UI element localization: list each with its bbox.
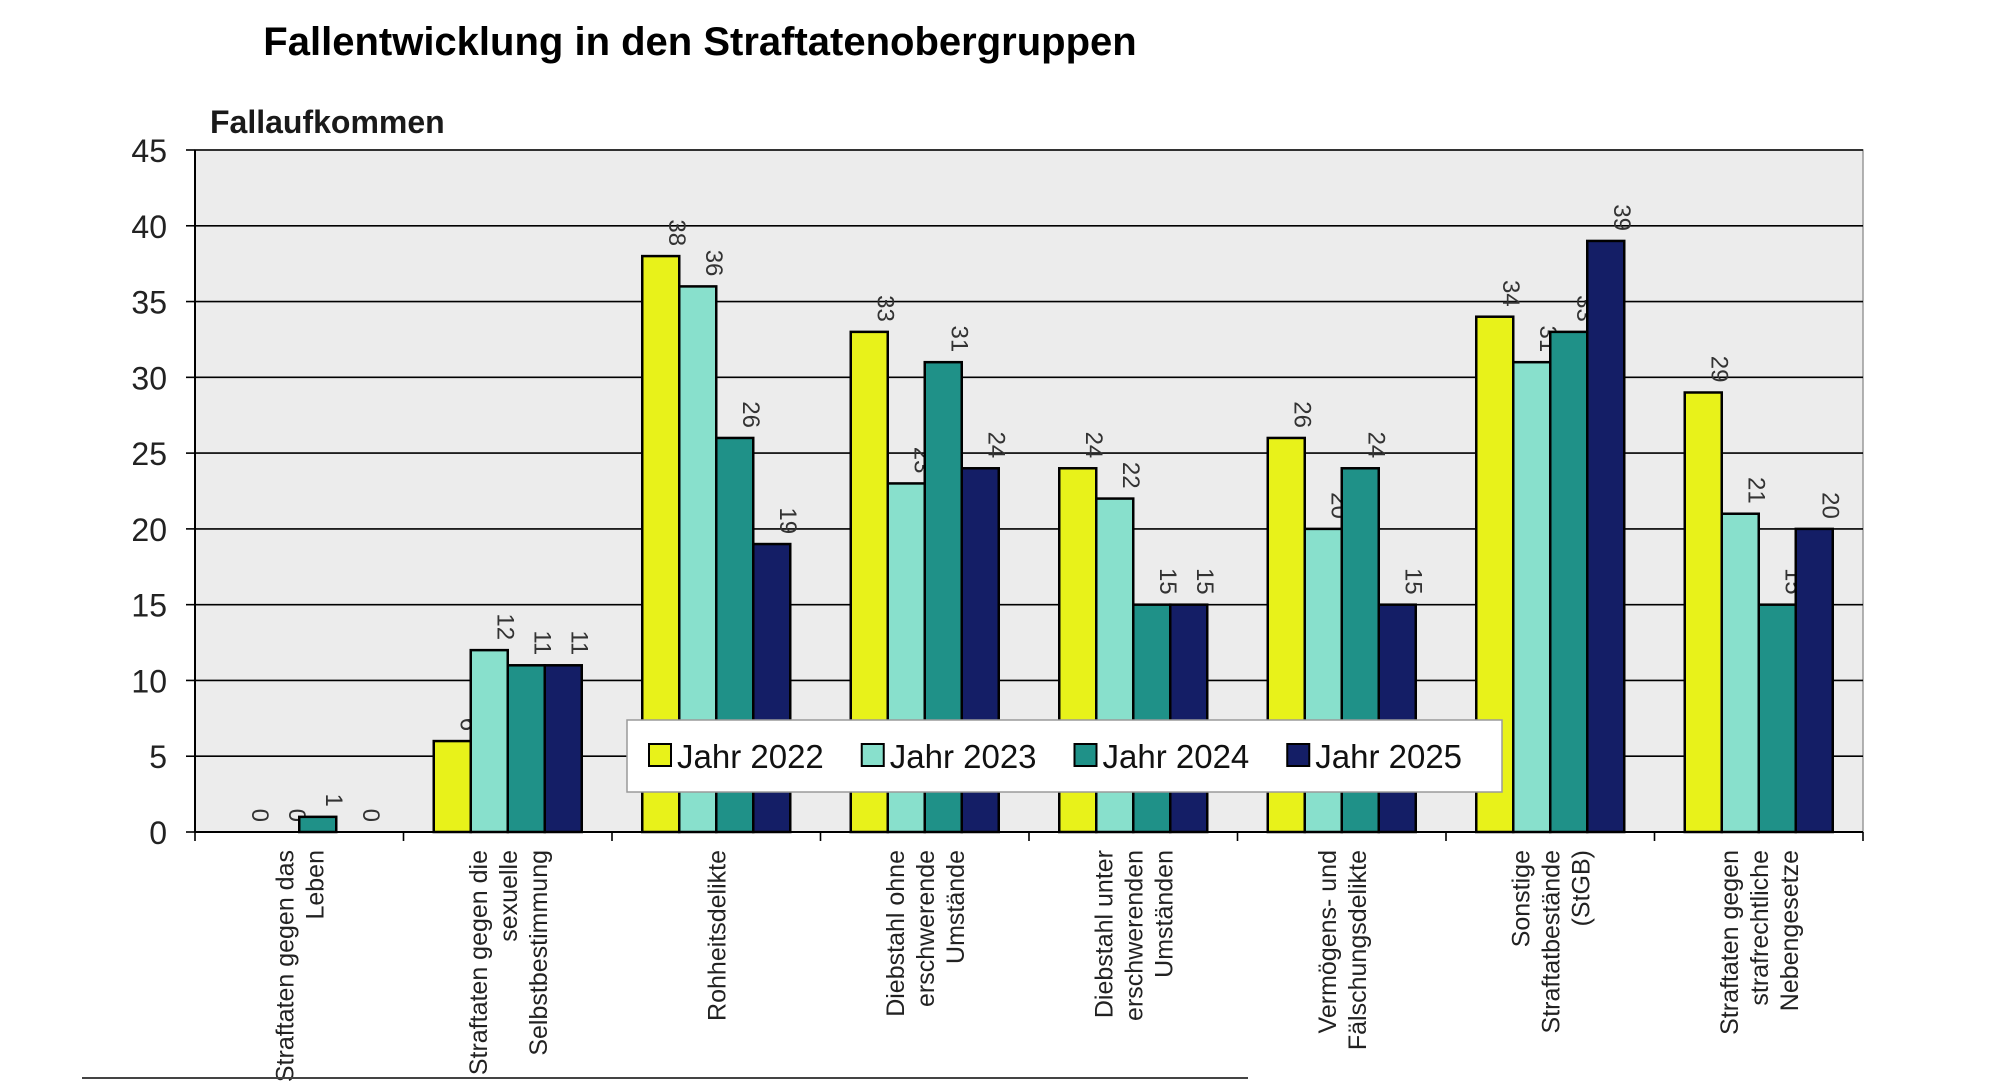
data-label: 19	[774, 507, 801, 534]
data-label: 33	[871, 295, 898, 322]
data-label: 24	[1362, 432, 1389, 459]
data-label: 29	[1705, 356, 1732, 383]
bar	[1169, 603, 1209, 834]
y-tick-label: 35	[131, 285, 167, 321]
data-label: 15	[1191, 568, 1218, 595]
bar	[298, 815, 338, 834]
y-tick-label: 45	[131, 133, 167, 169]
bar	[1586, 239, 1626, 834]
data-label: 11	[565, 630, 592, 655]
bar	[1683, 391, 1723, 834]
x-tick-label: Straftaten gegen diesexuelleSelbstbestim…	[465, 850, 553, 1075]
y-tick-label: 30	[131, 360, 167, 396]
y-tick-label: 25	[131, 436, 167, 472]
y-tick-label: 15	[131, 588, 167, 624]
bar	[1794, 527, 1834, 834]
legend: Jahr 2022 Jahr 2023 Jahr 2024 Jahr 2025	[626, 719, 1503, 793]
data-label: 15	[1399, 568, 1426, 595]
legend-swatch	[648, 743, 672, 767]
data-label: 0	[246, 809, 273, 822]
y-tick-label: 40	[131, 209, 167, 245]
x-tick-label: Straftaten gegen dasLeben	[271, 850, 329, 1082]
bar	[432, 739, 472, 834]
y-tick-label: 20	[131, 512, 167, 548]
y-tick-label: 5	[149, 739, 167, 775]
x-tick-label: Diebstahl ohneerschwerendeUmstände	[882, 850, 970, 1017]
x-tick-label: Vermögens- undFälschungsdelikte	[1314, 850, 1372, 1050]
data-label: 24	[982, 432, 1009, 459]
legend-label: Jahr 2023	[890, 738, 1037, 775]
x-tick-label: Straftaten gegenstrafrechtlicheNebengese…	[1716, 850, 1804, 1035]
legend-label: Jahr 2022	[677, 738, 824, 775]
legend-swatch	[1286, 743, 1311, 767]
data-label: 36	[700, 250, 727, 277]
data-label: 26	[1288, 401, 1315, 428]
data-label: 12	[491, 613, 518, 640]
y-tick-label: 0	[149, 815, 167, 851]
legend-label: Jahr 2024	[1103, 738, 1250, 775]
bar	[1132, 603, 1172, 834]
data-label: 26	[737, 401, 764, 428]
data-label: 0	[357, 809, 384, 822]
data-label: 11	[528, 630, 555, 655]
y-tick-label: 10	[131, 663, 167, 699]
legend-swatch	[860, 743, 885, 767]
x-tick-label: Diebstahl untererschwerendenUmständen	[1090, 850, 1178, 1021]
bar	[1720, 512, 1760, 834]
bar	[469, 648, 509, 834]
data-label: 1	[320, 793, 347, 806]
data-label: 15	[1154, 568, 1181, 595]
bar	[506, 664, 546, 834]
data-label: 39	[1608, 204, 1635, 231]
bar	[1549, 330, 1589, 834]
data-label: 24	[1080, 432, 1107, 459]
data-label: 31	[945, 325, 972, 352]
bar	[1377, 603, 1417, 834]
data-label: 20	[1816, 492, 1843, 519]
chart-title: Fallentwicklung in den Straftatenobergru…	[263, 20, 1137, 64]
data-label: 34	[1497, 280, 1524, 307]
data-label: 22	[1117, 462, 1144, 489]
y-axis-label: Fallaufkommen	[210, 104, 445, 140]
bar	[1512, 360, 1552, 834]
x-tick-label: SonstigeStraftatbestände(StGB)	[1507, 850, 1595, 1033]
data-label: 21	[1742, 477, 1769, 504]
bar	[1757, 603, 1797, 834]
bar	[543, 664, 583, 834]
legend-label: Jahr 2025	[1315, 738, 1462, 775]
data-label: 38	[663, 219, 690, 246]
legend-box	[626, 719, 1503, 793]
x-tick-label: Rohheitsdelikte	[703, 850, 731, 1021]
legend-swatch	[1073, 743, 1098, 767]
